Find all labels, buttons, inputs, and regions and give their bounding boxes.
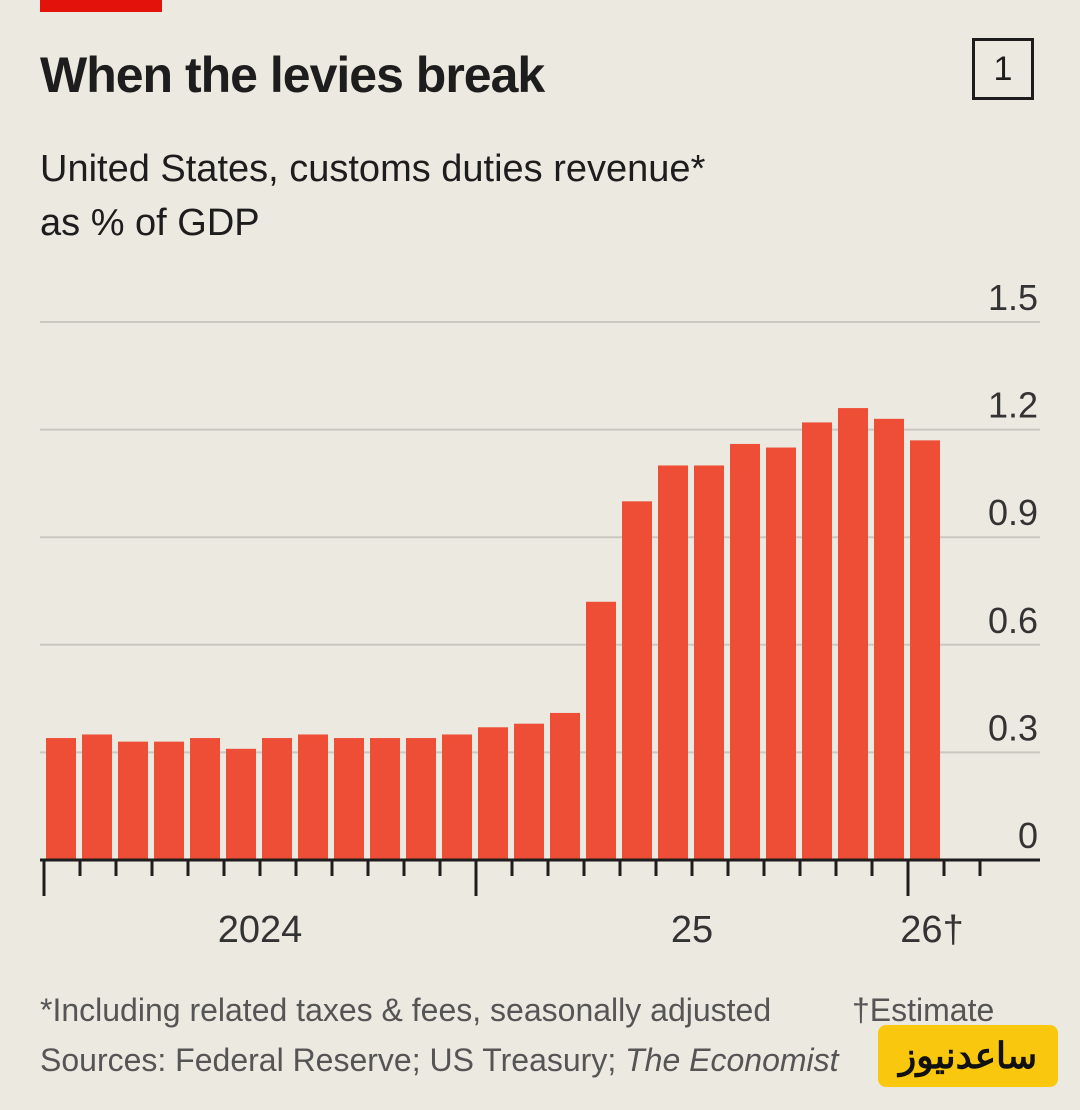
bar [514, 723, 544, 860]
bar [586, 601, 616, 860]
footnote-left: *Including related taxes & fees, seasona… [40, 992, 772, 1028]
footnote-right: †Estimate [852, 992, 995, 1028]
chart-subtitle: United States, customs duties revenue* a… [40, 148, 706, 244]
bar [874, 418, 904, 860]
bar [226, 748, 256, 860]
bar [334, 738, 364, 860]
bar [442, 734, 472, 860]
y-tick-label: 1.2 [988, 385, 1038, 426]
y-tick-label: 1.5 [988, 277, 1038, 318]
x-tick-label: 26† [900, 909, 963, 951]
chart-title: When the levies break [40, 47, 545, 103]
bar [802, 422, 832, 860]
bar [298, 734, 328, 860]
bar [262, 738, 292, 860]
x-tick-label: 25 [671, 909, 713, 951]
y-tick-label: 0.3 [988, 707, 1038, 748]
y-tick-label: 0 [1018, 815, 1038, 856]
bar [46, 738, 76, 860]
bar [730, 443, 760, 860]
bar [118, 741, 148, 860]
bar [406, 738, 436, 860]
bar [478, 727, 508, 860]
bar [370, 738, 400, 860]
bar [622, 501, 652, 860]
bar [838, 408, 868, 860]
bar [694, 465, 724, 860]
bar [154, 741, 184, 860]
x-tick-label: 2024 [218, 909, 303, 951]
y-tick-label: 0.6 [988, 600, 1038, 641]
bar [658, 465, 688, 860]
bar [550, 712, 580, 860]
bar-chart: 0 0.3 0.6 0.9 1.2 1.5 2024 25 26† [40, 277, 1040, 951]
bar [82, 734, 112, 860]
bar [766, 447, 796, 860]
sources: Sources: Federal Reserve; US Treasury; T… [40, 1042, 839, 1079]
chart-number-badge: 1 [972, 38, 1034, 100]
sources-text: Sources: Federal Reserve; US Treasury; [40, 1042, 626, 1078]
y-tick-label: 0.9 [988, 492, 1038, 533]
brand-accent-bar [40, 0, 162, 12]
sources-italic: The Economist [625, 1042, 839, 1078]
bar [910, 440, 940, 860]
bar [190, 738, 220, 860]
watermark-logo: ساعدنیوز [878, 1025, 1058, 1087]
